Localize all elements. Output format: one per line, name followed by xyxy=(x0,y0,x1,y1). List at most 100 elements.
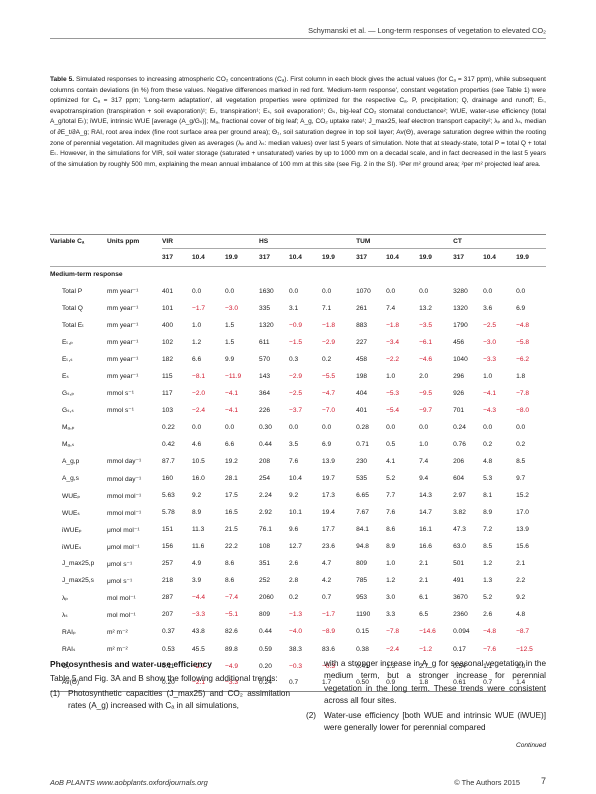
table-cell: 8.5 xyxy=(516,457,526,465)
table-cell: −7.8 xyxy=(516,389,530,397)
table-cell: 11.6 xyxy=(192,543,205,551)
table-cell: 102 xyxy=(162,338,174,346)
table-cell: 953 xyxy=(356,594,368,602)
table-cell: 0.0 xyxy=(483,287,493,295)
row-units: mmol day⁻¹ xyxy=(107,458,142,466)
table-cell: 0.5 xyxy=(386,440,396,448)
table-cell: 103 xyxy=(162,406,174,414)
table-cell: −4.8 xyxy=(483,628,497,636)
table-cell: 604 xyxy=(453,475,465,483)
table-cell: 1.1 xyxy=(483,662,493,670)
table-cell: 0.2 xyxy=(322,355,332,363)
table-cell: −3.0 xyxy=(483,338,497,346)
table-cell: 5.2 xyxy=(386,475,396,483)
row-variable: iWUEₛ xyxy=(62,543,82,551)
table-cell: 400 xyxy=(162,321,174,329)
table-cell: 8.6 xyxy=(225,577,235,585)
table-cell: −8.1 xyxy=(192,372,206,380)
table-cell: 0.15 xyxy=(356,628,369,636)
table-cell: 501 xyxy=(453,560,465,568)
header-site: VIR xyxy=(162,234,260,249)
table-cell: 6.6 xyxy=(225,440,235,448)
header-conc: 19.9 xyxy=(516,248,547,267)
table-cell: 0.54 xyxy=(453,662,466,670)
table-row: Eₜ,ₛ mm year⁻¹ 182 6.6 9.9 570 0.3 0.2 458 −2.2 −4… xyxy=(50,351,546,368)
table-cell: −4.7 xyxy=(322,389,336,397)
table-cell: 0.41 xyxy=(356,662,369,670)
table-cell: 101 xyxy=(162,304,174,312)
table-cell: 1070 xyxy=(356,287,371,295)
table-cell: 0.11 xyxy=(162,662,175,670)
table-cell: −2.0 xyxy=(192,389,206,397)
table-cell: 1.5 xyxy=(225,321,235,329)
table-row: Eₜ,ₚ mm year⁻¹ 102 1.2 1.5 611 −1.5 −2.9 227 −3.4… xyxy=(50,334,546,351)
table-cell: −8.0 xyxy=(516,406,530,414)
table-cell: −5.1 xyxy=(225,611,239,619)
running-head: Schymanski et al. — Long-term responses … xyxy=(308,26,546,35)
row-variable: Total P xyxy=(62,287,83,295)
table-cell: 2.97 xyxy=(453,492,466,500)
table-cell: 45.5 xyxy=(192,645,205,653)
table-cell: 611 xyxy=(259,338,270,346)
table-cell: 5.2 xyxy=(483,594,493,602)
header-conc: 10.4 xyxy=(192,248,225,267)
table-cell: 0.7 xyxy=(289,674,323,693)
table-row: λₚ mol mol⁻¹ 287 −4.4 −7.4 2060 0.2 0.7 953 3.0 6.… xyxy=(50,589,546,606)
table-cell: 2.1 xyxy=(419,577,429,585)
list-item: (1) Photosynthetic capacities (J_max25) … xyxy=(50,688,290,713)
table-row: WUEₚ mmol mol⁻¹ 5.63 9.2 17.5 2.24 9.2 17.3 6.65… xyxy=(50,487,546,504)
table-cell: 208 xyxy=(259,457,271,465)
row-units xyxy=(107,674,162,693)
table-cell: 1.3 xyxy=(483,577,493,585)
table-cell: 8.9 xyxy=(386,543,396,551)
table-cell: 227 xyxy=(356,338,368,346)
row-units: mol mol⁻¹ xyxy=(107,594,136,602)
table-cell: −4.1 xyxy=(225,406,239,414)
table-cell: 7.2 xyxy=(483,526,493,534)
table-cell: 13.9 xyxy=(516,526,529,534)
row-variable: RAIₛ xyxy=(62,646,76,653)
table-cell: 1630 xyxy=(259,287,274,295)
table-cell: 17.5 xyxy=(225,492,238,500)
table-cell: 0.0 xyxy=(289,287,299,295)
table-cell: 491 xyxy=(453,577,465,585)
header-conc: 19.9 xyxy=(225,248,260,267)
table-cell: 0.20 xyxy=(162,674,192,693)
table-cell: 8.9 xyxy=(192,509,202,517)
table-cell: 0.0 xyxy=(419,287,429,295)
table-cell: −4.9 xyxy=(225,662,239,670)
row-variable: A_g,s xyxy=(62,475,79,483)
table-cell: 10.1 xyxy=(289,509,302,517)
table-row: Gₛ,ₛ mmol s⁻¹ 103 −2.4 −4.1 226 −3.7 −7.0 401 −5.… xyxy=(50,402,546,419)
table-cell: 3.0 xyxy=(386,594,396,602)
table-cell: 1.5 xyxy=(225,338,235,346)
table-cell: 14.3 xyxy=(419,492,432,500)
table-cell: 38.3 xyxy=(289,645,302,653)
table-cell: 9.2 xyxy=(289,492,299,500)
table-cell: 458 xyxy=(356,355,368,363)
table-cell: 17.0 xyxy=(516,509,529,517)
table-row: Total Q mm year⁻¹ 101 −1.7 −3.0 335 3.1 7.1 261 7… xyxy=(50,300,546,317)
table-caption: Table 5. Simulated responses to increasi… xyxy=(50,75,546,170)
table-cell: 1.0 xyxy=(192,321,202,329)
table-cell: −2.9 xyxy=(322,338,336,346)
table-cell: 2.0 xyxy=(419,372,429,380)
table-cell: −2.1 xyxy=(192,674,225,693)
table-row: Mₐ,ₛ 0.42 4.6 6.6 0.44 3.5 6.9 0.71 0.5 1.0 0.76 0.… xyxy=(50,436,546,453)
table-cell: −1.2 xyxy=(419,645,433,653)
table-cell: 0.0 xyxy=(386,287,396,295)
table-cell: 8.9 xyxy=(483,509,493,517)
section-heading: Photosynthesis and water-use efficiency xyxy=(50,659,212,669)
table-cell: 1.8 xyxy=(516,372,526,380)
row-units: mm year⁻¹ xyxy=(107,373,139,381)
table-cell: 1790 xyxy=(453,321,468,329)
table-cell: −5.4 xyxy=(386,406,400,414)
table-cell: 15.2 xyxy=(516,492,529,500)
table-label: Table 5. xyxy=(50,76,75,83)
row-variable: Gₛ,ₚ xyxy=(62,390,75,398)
table-cell: 10.4 xyxy=(289,475,302,483)
table-cell: −1.8 xyxy=(322,321,336,329)
table-cell: 0.2 xyxy=(289,594,299,602)
table-cell: 3.3 xyxy=(386,611,396,619)
row-variable: λₛ xyxy=(62,611,68,619)
